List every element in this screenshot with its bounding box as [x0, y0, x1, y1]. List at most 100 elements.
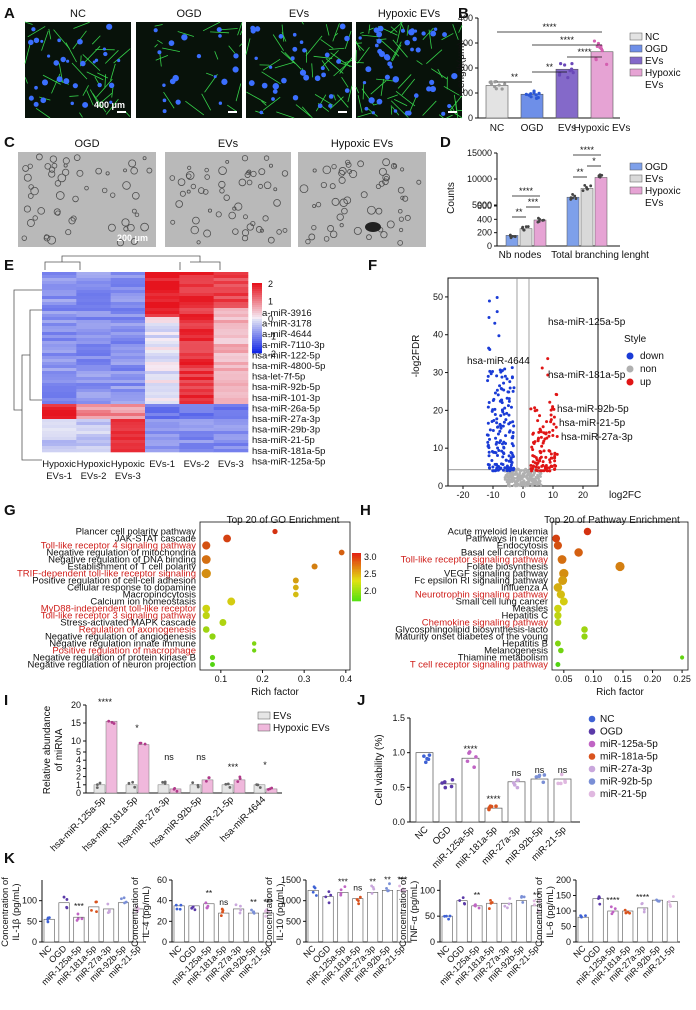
tick-label: 5: [76, 747, 81, 757]
heatmap-cell: [111, 341, 146, 344]
data-point: [641, 902, 644, 905]
heatmap-cell: [214, 386, 249, 389]
point-up: [551, 434, 554, 437]
plot-frame: [200, 522, 350, 670]
colorbar-cell: [252, 329, 262, 331]
heatmap-cell: [179, 446, 214, 449]
heatmap-cell: [42, 359, 77, 362]
heatmap-cell: [145, 437, 180, 440]
nucleus: [77, 39, 83, 45]
gene-label: hsa-miR-92b-5p: [252, 382, 320, 393]
legend-label: OGD: [600, 727, 623, 738]
heatmap-cell: [145, 449, 180, 452]
bar: [595, 177, 607, 246]
nucleus: [329, 94, 334, 99]
point-down: [486, 441, 489, 444]
tick-label: 0: [468, 113, 473, 123]
heatmap-cell: [42, 314, 77, 317]
dendrogram-top: [45, 256, 220, 270]
bar: [501, 903, 511, 942]
panel-a-image-3: [356, 22, 462, 118]
heatmap-cell: [111, 389, 146, 392]
heatmap-cell: [179, 284, 214, 287]
nucleus: [429, 80, 434, 85]
colorbar-cell: [252, 333, 262, 335]
heatmap-cell: [42, 410, 77, 413]
sig-label: **: [206, 888, 213, 898]
nucleus: [405, 111, 410, 116]
nucleus: [34, 38, 39, 43]
point-down: [491, 466, 494, 469]
nucleus: [410, 48, 414, 52]
heatmap-cell: [76, 416, 111, 419]
nucleus: [321, 66, 325, 70]
data-point: [422, 754, 426, 758]
axis-label-y: of miRNA: [54, 728, 65, 771]
column-label: EVs-1: [149, 459, 175, 470]
chart-title: Top 20 of Pathway Enrichment: [544, 515, 680, 526]
colorbar-cell: [252, 347, 262, 349]
term-dot: [227, 598, 235, 606]
heatmap-cell: [145, 335, 180, 338]
point-down: [494, 392, 497, 395]
heatmap-cell: [76, 371, 111, 374]
term-dot: [252, 648, 256, 652]
heatmap-cell: [214, 374, 249, 377]
tick-label: 0.1: [215, 674, 228, 684]
tick-label: 0: [32, 937, 37, 947]
bar: [138, 745, 149, 793]
heatmap-cell: [214, 395, 249, 398]
tick-label: 600: [477, 201, 492, 211]
heatmap-cell: [179, 443, 214, 446]
colorbar-cell: [252, 291, 262, 293]
nucleus: [421, 31, 425, 35]
point-down: [509, 387, 512, 390]
nucleus: [414, 93, 419, 98]
nucleus: [181, 34, 187, 40]
point-down: [487, 375, 490, 378]
term-dot: [554, 619, 561, 626]
term-dot: [339, 550, 345, 556]
heatmap-cell: [111, 332, 146, 335]
data-point: [506, 906, 509, 909]
nucleus: [163, 109, 167, 113]
heatmap-cell: [42, 374, 77, 377]
heatmap-cell: [76, 284, 111, 287]
data-point: [372, 888, 375, 891]
data-point: [489, 804, 493, 808]
heatmap-cell: [179, 449, 214, 452]
data-point: [125, 901, 128, 904]
heatmap-cell: [76, 338, 111, 341]
point-non: [508, 485, 511, 488]
data-point: [252, 911, 255, 914]
heatmap-cell: [145, 395, 180, 398]
data-point: [95, 900, 98, 903]
nucleus: [47, 55, 50, 58]
tick-label: 0.10: [585, 674, 603, 684]
sig-label: *: [135, 723, 139, 733]
term-dot: [558, 648, 564, 654]
data-point: [503, 82, 506, 85]
nucleus: [40, 40, 43, 43]
tick-label: 0.15: [614, 674, 632, 684]
tick-label: -10: [486, 490, 499, 500]
nucleus: [291, 56, 295, 60]
heatmap-cell: [111, 344, 146, 347]
data-point: [512, 781, 516, 785]
heatmap-cell: [111, 398, 146, 401]
heatmap-cell: [76, 374, 111, 377]
heatmap-cell: [111, 353, 146, 356]
panel-c-label: EVs: [218, 138, 239, 150]
bar: [106, 721, 117, 793]
heatmap-cell: [76, 422, 111, 425]
sig-label: **: [250, 897, 257, 907]
heatmap-cell: [111, 338, 146, 341]
heatmap-cell: [145, 341, 180, 344]
colorbar-cell: [252, 309, 262, 311]
column-label: Hypoxic: [111, 459, 145, 470]
data-point: [445, 915, 448, 918]
data-point: [239, 909, 242, 912]
point-down: [487, 347, 490, 350]
heatmap-cell: [145, 275, 180, 278]
heatmap-cell: [179, 326, 214, 329]
